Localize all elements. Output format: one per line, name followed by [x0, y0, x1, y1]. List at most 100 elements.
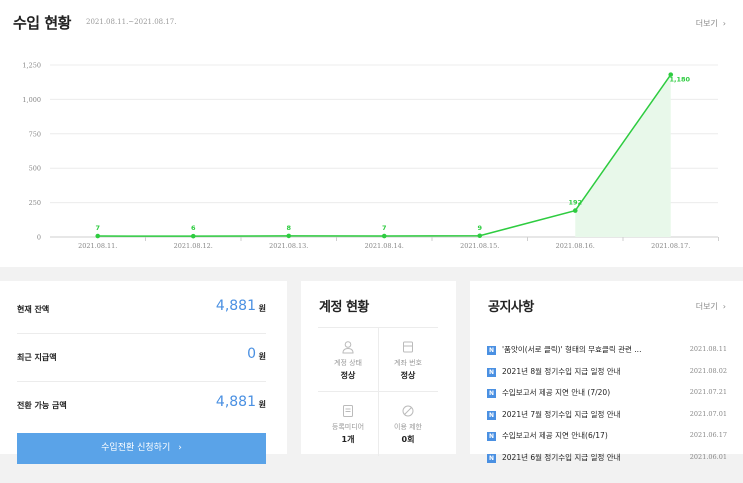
data-point	[477, 233, 483, 239]
data-point	[381, 233, 387, 239]
bank-account-cell: 계좌 번호 정상	[378, 328, 438, 391]
usage-restriction-label: 이용 제한	[394, 423, 422, 431]
bank-account-value: 정상	[400, 371, 416, 380]
account-status-title: 계정 현황	[319, 300, 369, 315]
notice-item[interactable]: N '품앗이(서로 클릭)' 형태의 무효클릭 관련 ... 2021.08.1…	[487, 343, 727, 365]
notice-date: 2021.06.01	[689, 452, 727, 461]
convertible-amount-unit: 원	[258, 400, 266, 409]
data-label: 7	[382, 224, 387, 232]
data-point	[286, 233, 292, 239]
new-badge-icon: N	[487, 346, 496, 355]
account-state-value: 정상	[340, 371, 356, 380]
account-state-label: 계정 상태	[334, 359, 362, 367]
notice-item[interactable]: N 2021년 7월 정기수입 지급 일정 안내 2021.07.01	[487, 408, 727, 430]
notice-item[interactable]: N 2021년 6월 정기수입 지급 일정 안내 2021.06.01	[487, 451, 727, 473]
current-balance-label: 현재 잔액	[17, 305, 50, 314]
bank-account-label: 계좌 번호	[394, 359, 422, 367]
registered-media-cell[interactable]: 등록미디어 1개	[318, 392, 378, 455]
notice-date: 2021.06.17	[689, 431, 727, 439]
data-label: 6	[191, 224, 196, 232]
y-tick-label: 0	[37, 234, 41, 242]
x-tick-label: 2021.08.15.	[460, 242, 499, 250]
notices-title: 공지사항	[488, 300, 534, 315]
x-tick-label: 2021.08.13.	[269, 242, 308, 250]
notices-more-link[interactable]: 더보기 ›	[696, 301, 726, 312]
notices-more-label: 더보기	[695, 302, 718, 311]
revenue-more-label: 더보기	[695, 19, 718, 28]
x-tick-label: 2021.08.12.	[174, 242, 213, 250]
usage-restriction-cell: 이용 제한 0회	[378, 392, 438, 455]
data-point	[190, 233, 196, 239]
notice-title[interactable]: 2021년 8월 정기수입 지급 일정 안내	[502, 366, 621, 376]
data-label: 1,180	[669, 76, 690, 84]
notice-title[interactable]: 2021년 7월 정기수입 지급 일정 안내	[502, 409, 621, 419]
user-icon	[342, 341, 354, 354]
new-badge-icon: N	[487, 410, 496, 420]
notice-date: 2021.08.11	[689, 345, 727, 353]
notice-title[interactable]: 수입보고서 제공 지연 안내(6/17)	[502, 431, 608, 440]
document-icon	[343, 405, 353, 417]
notice-item[interactable]: N 수입보고서 제공 지연 안내(6/17) 2021.06.17	[487, 429, 727, 451]
notices-card: 공지사항 더보기 › N '품앗이(서로 클릭)' 형태의 무효클릭 관련 ...…	[470, 281, 743, 463]
y-tick-label: 1,000	[22, 96, 41, 104]
notice-date: 2021.07.01	[689, 409, 727, 418]
current-balance-value: 4,881	[215, 298, 256, 314]
bank-card-icon	[403, 341, 413, 353]
chevron-right-icon: ›	[722, 302, 726, 311]
revenue-more-link[interactable]: 더보기 ›	[696, 18, 726, 29]
data-point	[95, 233, 101, 239]
grid-divider	[318, 391, 438, 392]
convertible-amount-label: 전환 가능 금액	[17, 401, 67, 410]
usage-restriction-value: 0회	[401, 435, 415, 444]
y-tick-label: 500	[29, 165, 41, 173]
recent-payment-row: 최근 지급액 0 원	[17, 334, 266, 382]
y-tick-label: 250	[29, 199, 41, 207]
current-balance-unit: 원	[258, 304, 266, 313]
data-point	[668, 72, 674, 77]
prohibited-icon	[402, 405, 414, 417]
revenue-line-chart: 0 250 500 750 1,000 1,250 2021.08.11. 2021.08.1…	[22, 62, 719, 250]
x-tick-label: 2021.08.14.	[365, 242, 404, 250]
convertible-amount-row: 전환 가능 금액 4,881 원	[17, 382, 266, 430]
x-tick-label: 2021.08.11.	[78, 242, 117, 250]
notice-item[interactable]: N 2021년 8월 정기수입 지급 일정 안내 2021.08.02	[487, 365, 727, 387]
recent-payment-value: 0	[247, 346, 256, 362]
y-tick-label: 750	[29, 130, 41, 138]
recent-payment-label: 최근 지급액	[17, 353, 57, 362]
revenue-title: 수입 현황	[13, 14, 71, 32]
revenue-card: 수입 현황 2021.08.11.~2021.08.17. 더보기 › 0 250 5…	[0, 0, 743, 267]
area-fill	[575, 74, 671, 237]
notice-item[interactable]: N 수입보고서 제공 지연 안내 (7/20) 2021.07.21	[487, 386, 727, 408]
data-label: 192	[568, 199, 582, 207]
registered-media-label: 등록미디어	[331, 423, 365, 431]
balance-card: 현재 잔액 4,881 원 최근 지급액 0 원 전환 가능 금액 4,881 …	[0, 281, 287, 464]
data-point	[572, 208, 578, 213]
convert-revenue-button[interactable]: 수입전환 신청하기 ›	[17, 433, 266, 464]
notice-title[interactable]: '품앗이(서로 클릭)' 형태의 무효클릭 관련 ...	[502, 345, 642, 354]
data-label: 7	[95, 224, 100, 232]
chevron-right-icon: ›	[722, 19, 726, 28]
recent-payment-unit: 원	[258, 352, 266, 361]
notice-title[interactable]: 수입보고서 제공 지연 안내 (7/20)	[502, 388, 611, 397]
registered-media-value: 1개	[341, 435, 355, 444]
data-label: 9	[477, 224, 482, 232]
notice-date: 2021.08.02	[689, 366, 727, 375]
account-status-grid: 계정 상태 정상 계좌 번호 정상 등록미디어 1개 이용	[318, 327, 438, 456]
revenue-date-range: 2021.08.11.~2021.08.17.	[86, 18, 177, 26]
y-tick-label: 1,250	[22, 62, 41, 70]
new-badge-icon: N	[487, 432, 496, 441]
chevron-right-icon: ›	[178, 443, 182, 453]
account-status-card: 계정 현황 계정 상태 정상 계좌 번호 정상 등록미	[301, 281, 456, 456]
account-state-cell: 계정 상태 정상	[318, 328, 378, 391]
new-badge-icon: N	[487, 453, 496, 463]
data-label: 8	[286, 224, 291, 232]
notice-list: N '품앗이(서로 클릭)' 형태의 무효클릭 관련 ... 2021.08.1…	[487, 343, 727, 472]
grid-divider	[378, 328, 379, 456]
notice-title[interactable]: 2021년 6월 정기수입 지급 일정 안내	[502, 452, 621, 462]
x-tick-label: 2021.08.16.	[556, 242, 595, 250]
notice-date: 2021.07.21	[689, 388, 727, 396]
new-badge-icon: N	[487, 367, 496, 377]
convertible-amount-value: 4,881	[215, 394, 256, 410]
new-badge-icon: N	[487, 389, 496, 398]
x-tick-label: 2021.08.17.	[651, 242, 690, 250]
